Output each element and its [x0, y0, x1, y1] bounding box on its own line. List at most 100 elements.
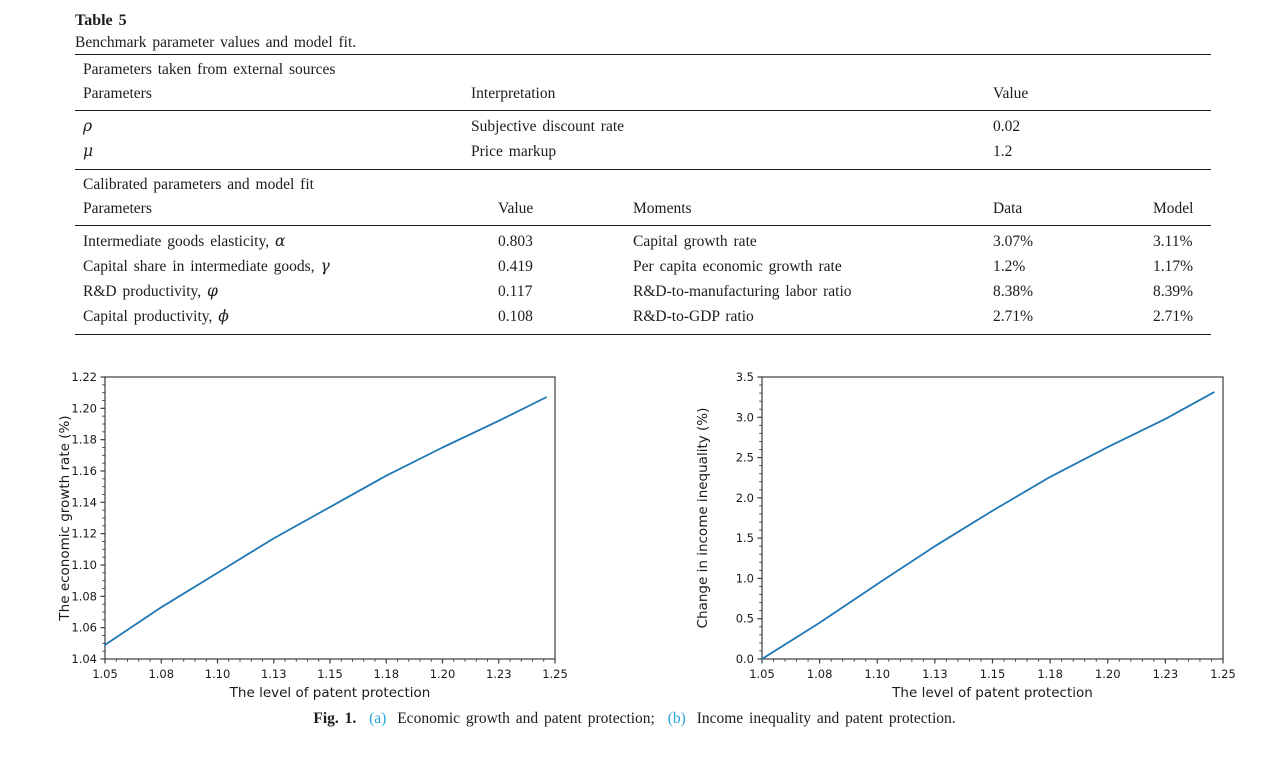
- table-cell: R&D productivity, φ: [83, 282, 218, 300]
- x-tick-label: 1.15: [980, 667, 1006, 681]
- table-bottom-rule: [75, 334, 1211, 335]
- column-header: Interpretation: [471, 85, 556, 102]
- table-cell: R&D-to-GDP ratio: [633, 308, 754, 325]
- table-row: R&D productivity, φ 0.117 R&D-to-manufactu…: [75, 279, 1211, 304]
- table-cell: Capital growth rate: [633, 233, 757, 250]
- table-row: μ Price markup 1.2: [75, 139, 1211, 164]
- greek-symbol: φ: [207, 282, 218, 300]
- table-header-row: Parameters Value Moments Data Model: [75, 197, 1211, 225]
- x-tick-label: 1.25: [542, 667, 568, 681]
- table-section-title: Parameters taken from external sources: [83, 61, 336, 78]
- table-rule: [75, 110, 1211, 111]
- x-tick-label: 1.23: [486, 667, 512, 681]
- y-tick-label: 0.5: [736, 612, 754, 626]
- table-rule: [75, 225, 1211, 226]
- table-header-row: Parameters Interpretation Value: [75, 82, 1211, 110]
- data-line-change-in-income-inequality: [761, 391, 1215, 660]
- table-cell: 1.2%: [993, 258, 1026, 275]
- figure-caption-prefix: Fig. 1.: [313, 710, 357, 727]
- table-label: Table 5: [75, 12, 127, 29]
- table-cell: ρ: [75, 114, 463, 139]
- x-tick-label: 1.18: [373, 667, 399, 681]
- column-header: Parameters: [83, 85, 152, 102]
- y-axis: 0.0 0.5 1.0 1.5 2.0 2.5 3.0 3.5: [736, 370, 762, 666]
- x-axis: 1.05 1.08 1.10 1.13 1.15 1.18 1.20 1.23 1.25: [92, 659, 568, 681]
- y-tick-label: 2.0: [736, 491, 754, 505]
- table-cell: Capital share in intermediate goods, γ: [83, 257, 330, 275]
- x-tick-label: 1.15: [317, 667, 343, 681]
- y-tick-label: 1.14: [71, 495, 97, 509]
- x-tick-label: 1.23: [1153, 667, 1179, 681]
- figure-caption: Fig. 1. (a) Economic growth and patent p…: [0, 710, 1269, 728]
- table-cell: Price markup: [471, 143, 557, 160]
- column-header: Value: [993, 85, 1029, 102]
- table-rule: [75, 169, 1211, 170]
- x-tick-label: 1.05: [92, 667, 118, 681]
- y-tick-label: 1.16: [71, 464, 97, 478]
- y-axis-label: The economic growth rate (%): [57, 415, 73, 621]
- table-sections: Parameters taken from external sources Pa…: [75, 55, 1211, 335]
- y-tick-label: 2.5: [736, 451, 754, 465]
- table-section-2: Calibrated parameters and model fit Param…: [75, 170, 1211, 335]
- table-cell: 1.17%: [1153, 258, 1194, 275]
- table-cell: 0.108: [498, 308, 533, 325]
- table-row: Capital productivity, ϕ 0.108 R&D-to-GDP r…: [75, 304, 1211, 329]
- x-tick-label: 1.10: [864, 667, 890, 681]
- table-cell: Per capita economic growth rate: [633, 258, 842, 275]
- column-header: Moments: [633, 200, 692, 217]
- figure-caption-a-label: (a): [369, 710, 387, 727]
- data-line-economic-growth-rate: [104, 396, 547, 646]
- table-cell: 8.39%: [1153, 283, 1194, 300]
- table-cell: 1.2: [993, 143, 1013, 160]
- x-tick-label: 1.20: [430, 667, 456, 681]
- table-cell: 8.38%: [993, 283, 1034, 300]
- y-axis: 1.04 1.06 1.08 1.10 1.12 1.14 1.16 1.18 1.20 1.22: [71, 370, 105, 666]
- x-tick-label: 1.05: [749, 667, 775, 681]
- table-cell: Capital productivity, ϕ: [83, 307, 229, 325]
- y-tick-label: 1.06: [71, 621, 97, 635]
- table-section-1: Parameters taken from external sources Pa…: [75, 55, 1211, 170]
- y-tick-label: 1.10: [71, 558, 97, 572]
- x-tick-label: 1.10: [205, 667, 231, 681]
- y-tick-label: 1.18: [71, 433, 97, 447]
- x-tick-label: 1.13: [922, 667, 948, 681]
- y-tick-label: 1.08: [71, 589, 97, 603]
- table-cell: 3.07%: [993, 233, 1034, 250]
- table-section-title: Calibrated parameters and model fit: [83, 176, 314, 193]
- y-tick-label: 0.0: [736, 652, 754, 666]
- x-tick-label: 1.25: [1210, 667, 1236, 681]
- table-cell: 3.11%: [1153, 233, 1193, 250]
- table-cell: 0.02: [993, 118, 1021, 135]
- table-caption: Benchmark parameter values and model fit…: [75, 34, 357, 51]
- x-tick-label: 1.18: [1037, 667, 1063, 681]
- plot-border: [761, 376, 1224, 660]
- table-row: Intermediate goods elasticity, α 0.803 Cap…: [75, 229, 1211, 254]
- chart-income-inequality: 1.05 1.08 1.10 1.13 1.15 1.18 1.20 1.23 1.250.00…: [695, 370, 1236, 701]
- table-cell: 0.803: [498, 233, 533, 250]
- y-tick-label: 1.5: [736, 531, 754, 545]
- column-header: Model: [1153, 200, 1194, 217]
- greek-symbol: ρ: [83, 117, 93, 135]
- x-tick-label: 1.20: [1095, 667, 1121, 681]
- x-axis-label: The level of patent protection: [229, 685, 431, 701]
- figure-caption-b-text: Income inequality and patent protection.: [696, 710, 956, 727]
- table-cell: 0.117: [498, 283, 533, 300]
- plot-border: [104, 376, 556, 660]
- table-top-rule: [75, 54, 1211, 55]
- figure-caption-a-text: Economic growth and patent protection;: [397, 710, 655, 727]
- figure-caption-b-label: (b): [667, 710, 686, 727]
- x-tick-label: 1.13: [261, 667, 287, 681]
- y-tick-label: 1.22: [71, 370, 97, 384]
- chart-economic-growth: 1.05 1.08 1.10 1.13 1.15 1.18 1.20 1.23 1.25 1.04…: [57, 370, 568, 701]
- y-tick-label: 3.0: [736, 410, 754, 424]
- table-row: ρ Subjective discount rate 0.02: [75, 114, 1211, 139]
- y-tick-label: 3.5: [736, 370, 754, 384]
- table-cell: 2.71%: [993, 308, 1034, 325]
- x-axis: 1.05 1.08 1.10 1.13 1.15 1.18 1.20 1.23 1.25: [749, 659, 1236, 681]
- y-tick-label: 1.20: [71, 401, 97, 415]
- greek-symbol: γ: [320, 257, 330, 275]
- column-header: Data: [993, 200, 1023, 217]
- table-cell: μ: [75, 139, 463, 164]
- x-axis-label: The level of patent protection: [891, 685, 1093, 701]
